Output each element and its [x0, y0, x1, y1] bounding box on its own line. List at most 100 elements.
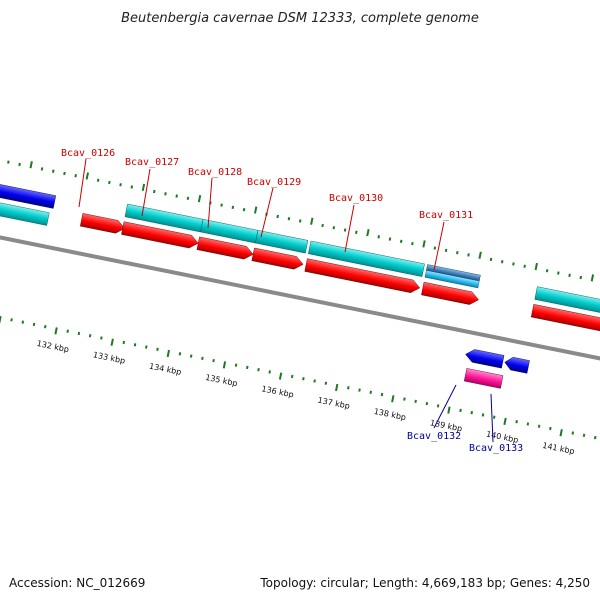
leader-line — [260, 187, 274, 238]
scale-tick — [254, 206, 258, 214]
scale-tick — [481, 413, 485, 417]
label-leaders — [78, 158, 494, 443]
cds-arrow-reverse[interactable] — [0, 182, 57, 209]
scale-tick — [582, 433, 586, 437]
scale-tick — [391, 395, 395, 403]
gene-label-bcav-0129[interactable]: Bcav_0129 — [247, 177, 301, 188]
scale-tick — [403, 397, 406, 401]
scale-tick — [133, 343, 137, 347]
gene-labels: Bcav_0126 Bcav_0127 Bcav_0128 Bcav_0129 … — [61, 148, 523, 454]
cds-arrow-bcav-0133[interactable] — [503, 356, 530, 374]
leader-line — [433, 221, 445, 271]
leader-line — [207, 177, 213, 229]
scale-tick — [77, 331, 81, 336]
scale-tick-label: 141 kbp — [542, 441, 576, 456]
scale-tick — [287, 217, 291, 221]
scale-tick — [40, 167, 44, 171]
gene-feature[interactable] — [0, 199, 50, 226]
scale-tick — [422, 240, 426, 248]
gene-label-bcav-0130[interactable]: Bcav_0130 — [329, 193, 383, 204]
scale-tick — [425, 401, 429, 406]
gene-label-bcav-0128[interactable]: Bcav_0128 — [188, 167, 242, 178]
scale-tick — [489, 257, 493, 262]
gene-label-bcav-0126[interactable]: Bcav_0126 — [61, 148, 115, 159]
scale-tick — [559, 429, 563, 437]
gene-label-bcav-0127[interactable]: Bcav_0127 — [125, 157, 179, 168]
scale-tick — [380, 392, 384, 397]
cds-arrow-bcav-0130[interactable] — [304, 258, 421, 295]
scale-tick-label: 134 kbp — [148, 362, 182, 377]
scale-tick — [222, 361, 227, 369]
gene-feature-bcav-0130[interactable] — [308, 240, 425, 277]
scale-tick — [63, 171, 66, 176]
scale-tick — [456, 250, 459, 255]
scale-tick — [189, 354, 193, 358]
scale-tick — [332, 226, 336, 230]
scale-tick — [526, 422, 530, 426]
scale-tick — [246, 365, 249, 370]
cds-arrow-bcav-0131[interactable] — [421, 281, 479, 306]
leader-line — [141, 168, 151, 217]
scale-tick — [164, 192, 167, 196]
gene-label-bcav-0132[interactable]: Bcav_0132 — [407, 431, 461, 442]
gene-label-bcav-0131[interactable]: Bcav_0131 — [419, 210, 473, 221]
map-body: 132 kbp 133 kbp 134 kbp 135 kbp 136 kbp 137 k… — [0, 160, 600, 456]
accession-text: Accession: NC_012669 — [9, 576, 145, 590]
gene-feature-bcav-0131-b[interactable] — [424, 270, 480, 289]
cds-arrow-bcav-0129[interactable] — [251, 247, 305, 271]
scale-tick — [201, 356, 204, 361]
leader-line — [78, 158, 87, 208]
scale-tick — [523, 264, 526, 268]
feature-layer — [0, 182, 600, 389]
scale-tick — [358, 388, 361, 392]
scale-tick — [366, 228, 370, 237]
scale-tick — [242, 207, 246, 212]
scale-tick — [29, 161, 33, 169]
scale-tick — [32, 322, 36, 327]
scale-tick-label: 132 kbp — [36, 339, 70, 354]
cds-arrow-bcav-0128[interactable] — [196, 236, 254, 261]
scale-tick — [231, 205, 235, 210]
scale-tick — [459, 408, 462, 413]
scale-tick — [18, 162, 21, 167]
scale-tick-label: 137 kbp — [317, 396, 351, 411]
scale-tick — [512, 262, 515, 266]
scale-tick — [515, 420, 518, 424]
leader-line — [344, 204, 355, 253]
cds-arrow-bcav-0132[interactable] — [464, 348, 505, 369]
scale-tick — [503, 417, 507, 426]
scale-tick — [152, 189, 156, 194]
scale-tick — [313, 379, 316, 383]
scale-tick — [290, 374, 294, 379]
scale-tick — [175, 194, 178, 198]
gene-label-bcav-0133[interactable]: Bcav_0133 — [469, 443, 523, 454]
scale-tick — [347, 386, 350, 390]
scale-tick — [534, 262, 538, 271]
scale-tick — [355, 230, 358, 234]
gene-feature[interactable] — [534, 286, 600, 318]
scale-tick — [43, 325, 47, 329]
scale-tick — [122, 340, 126, 345]
scale-tick — [220, 203, 223, 207]
scale-tick — [178, 352, 182, 356]
genome-summary-text: Topology: circular; Length: 4,669,183 bp… — [259, 576, 590, 590]
gene-feature-bcav-0129[interactable] — [255, 230, 309, 254]
scale-tick — [377, 235, 381, 239]
scale-tick — [414, 399, 417, 404]
rna-feature-bcav-0132[interactable] — [463, 368, 504, 389]
scale-tick — [74, 174, 77, 178]
cds-arrow[interactable] — [530, 304, 600, 335]
tick-row-inner — [0, 315, 597, 440]
scale-tick — [324, 381, 328, 385]
scale-tick — [298, 219, 302, 223]
scale-tick — [447, 406, 451, 414]
scale-tick — [500, 260, 504, 264]
scale-tick — [257, 368, 260, 372]
scale-tick — [444, 248, 448, 253]
cds-arrow-bcav-0126[interactable] — [80, 213, 126, 234]
scale-tick — [119, 183, 122, 187]
cds-arrow-bcav-0127[interactable] — [121, 221, 199, 250]
scale-tick — [156, 347, 159, 351]
scale-tick-label: 136 kbp — [261, 384, 295, 399]
